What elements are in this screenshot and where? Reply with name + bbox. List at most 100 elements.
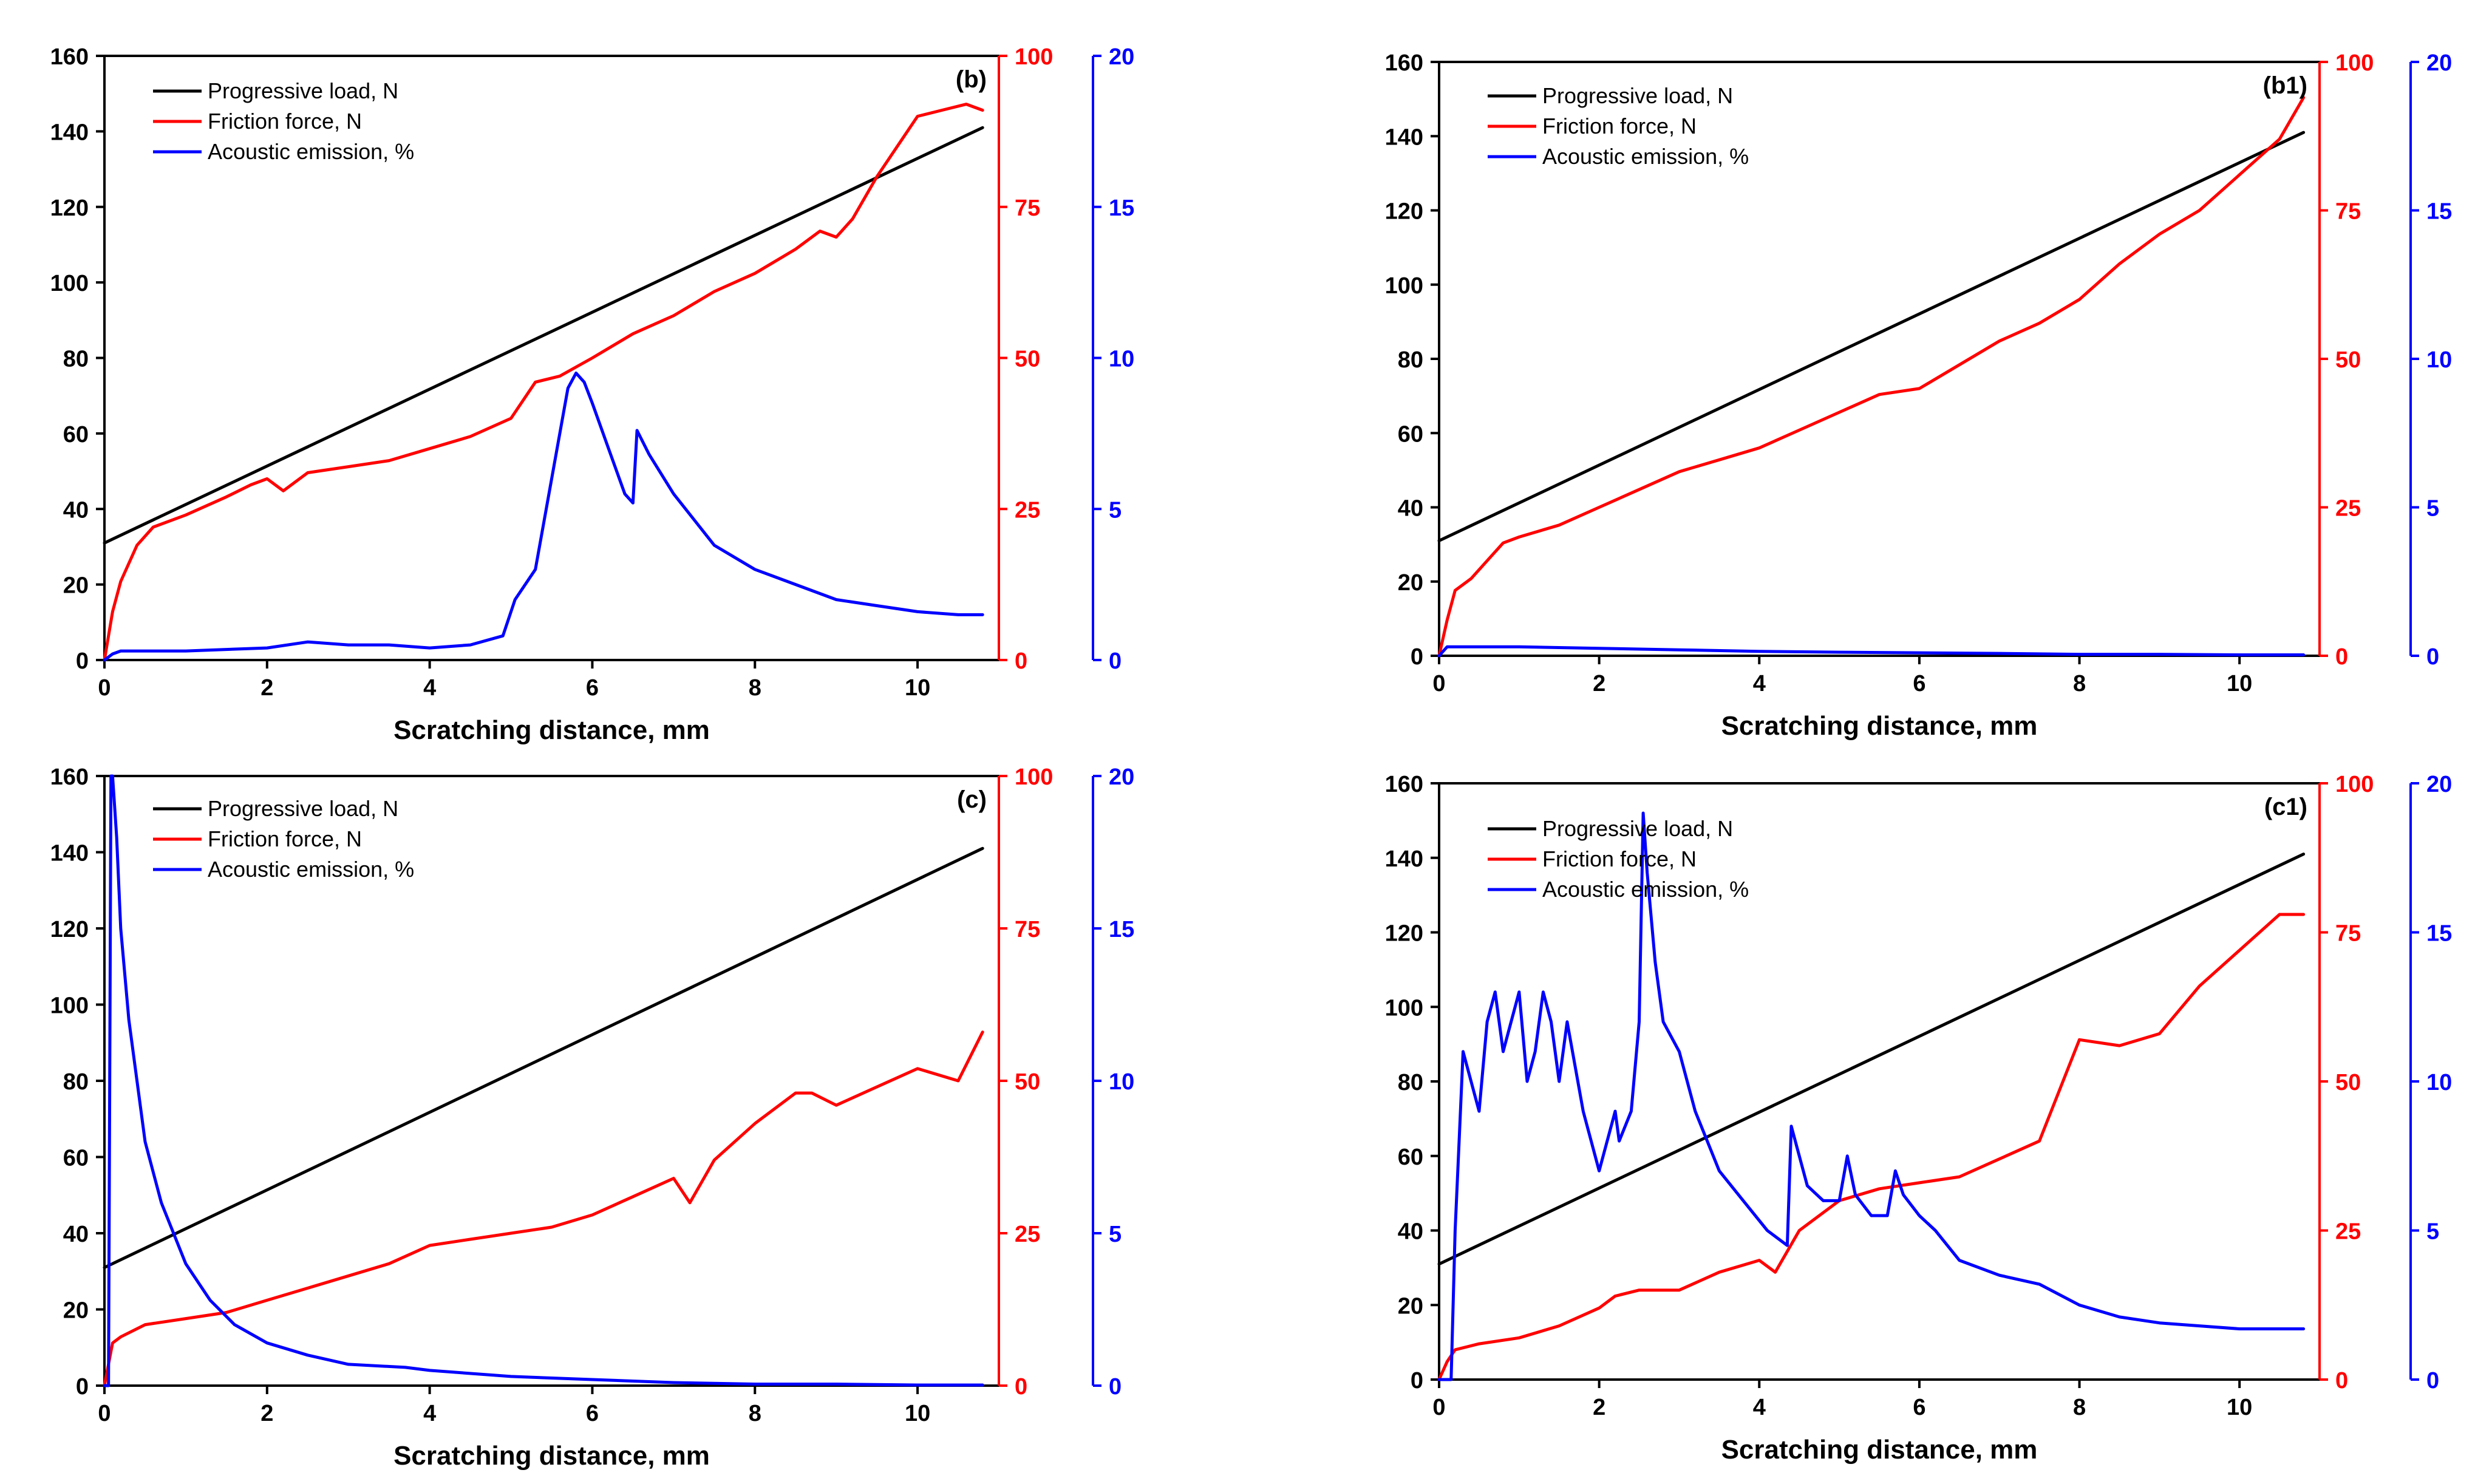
- x-tick-label: 6: [586, 675, 599, 701]
- y-axis-right-acoustic: 0 5 10 15 20: [2409, 50, 2452, 670]
- legend-entry: Progressive load, N: [208, 78, 398, 103]
- y-left-tick-label: 0: [1411, 644, 1423, 670]
- y-left-tick-label: 60: [63, 1146, 89, 1171]
- y-right1-tick-label: 75: [2335, 199, 2361, 225]
- y-right2-tick-label: 0: [1109, 648, 1122, 674]
- x-tick-label: 4: [423, 675, 436, 701]
- acoustic-emission-line: [103, 774, 984, 1387]
- x-tick-label: 4: [423, 1401, 436, 1426]
- y-left-tick-label: 160: [50, 764, 89, 790]
- x-tick-label: 2: [260, 1401, 273, 1426]
- y-right1-tick-label: 100: [1015, 44, 1053, 70]
- y-left-tick-label: 20: [63, 573, 89, 599]
- y-left-tick-label: 60: [1398, 1145, 1423, 1170]
- progressive-load-line: [103, 126, 984, 545]
- x-tick-label: 4: [1753, 1395, 1766, 1420]
- y-axis-right-friction: 0 25 50 75 100: [998, 764, 1053, 1400]
- x-tick-label: 2: [260, 675, 273, 701]
- acoustic-emission-line: [103, 371, 984, 662]
- y-right2-tick-label: 10: [1109, 1069, 1134, 1095]
- x-tick-label: 2: [1593, 671, 1605, 696]
- y-left-tick-label: 120: [1385, 921, 1423, 947]
- y-right1-tick-label: 0: [1015, 1374, 1027, 1400]
- x-axis: 0 2 4 6 8 10 Scratching distance, mm: [98, 1386, 930, 1471]
- x-tick-label: 0: [98, 1401, 111, 1426]
- legend-entry: Progressive load, N: [1542, 816, 1733, 841]
- y-axis-right-acoustic: 0 5 10 15 20: [2409, 772, 2452, 1394]
- y-right2-tick-label: 10: [2426, 1070, 2452, 1095]
- y-left-tick-label: 40: [63, 497, 89, 523]
- y-right1-tick-label: 0: [1015, 648, 1027, 674]
- x-tick-label: 10: [2227, 671, 2252, 696]
- y-left-tick-label: 160: [1385, 50, 1423, 76]
- y-right2-tick-label: 10: [2426, 347, 2452, 373]
- y-right1-tick-label: 100: [2335, 772, 2374, 797]
- legend-entry: Friction force, N: [208, 109, 362, 134]
- y-right2-tick-label: 10: [1109, 347, 1134, 372]
- x-tick-label: 10: [2227, 1395, 2252, 1420]
- y-right2-tick-label: 15: [1109, 917, 1134, 942]
- friction-force-line: [1437, 96, 2306, 658]
- x-tick-label: 10: [905, 675, 930, 701]
- y-left-tick-label: 40: [1398, 496, 1423, 522]
- acoustic-emission-line: [1437, 645, 2306, 658]
- chart-panel-3: 0 2 4 6 8 10 Scratching distance, mm 0 20 40 60 80 1…: [50, 764, 1135, 1471]
- y-right2-tick-label: 15: [1109, 196, 1134, 221]
- acoustic-emission-line: [1437, 811, 2306, 1381]
- x-tick-label: 10: [905, 1401, 930, 1426]
- chart-panel-1: 0 2 4 6 8 10 Scratching distance, mm 0 20 40 60 80 1…: [50, 44, 1135, 745]
- x-tick-label: 0: [1432, 1395, 1445, 1420]
- y-left-tick-label: 160: [50, 44, 89, 70]
- y-axis-right-friction: 0 25 50 75 100: [998, 44, 1053, 674]
- y-right2-tick-label: 5: [2426, 496, 2439, 522]
- y-left-tick-label: 100: [1385, 995, 1423, 1021]
- y-left-tick-label: 40: [63, 1222, 89, 1247]
- y-left-tick-label: 20: [1398, 1293, 1423, 1319]
- legend-entry: Friction force, N: [208, 826, 362, 851]
- y-left-tick-label: 160: [1385, 772, 1423, 797]
- progressive-load-line: [1437, 131, 2306, 542]
- y-left-tick-label: 0: [1411, 1368, 1423, 1394]
- legend: Progressive load, N Friction force, N Acou…: [1488, 816, 1749, 902]
- y-left-tick-label: 80: [1398, 347, 1423, 373]
- x-tick-label: 6: [586, 1401, 599, 1426]
- x-axis: 0 2 4 6 8 10 Scratching distance, mm: [98, 660, 930, 745]
- y-right2-tick-label: 15: [2426, 921, 2452, 947]
- y-right2-tick-label: 5: [1109, 497, 1122, 523]
- y-left-tick-label: 80: [63, 347, 89, 372]
- x-tick-label: 8: [749, 675, 761, 701]
- y-left-tick-label: 100: [50, 271, 89, 296]
- y-left-tick-label: 0: [76, 1374, 89, 1400]
- y-right2-tick-label: 0: [2426, 644, 2439, 670]
- y-axis-left: 0 20 40 60 80 100 120 140 160: [50, 764, 104, 1400]
- legend-entry: Acoustic emission, %: [1542, 877, 1749, 902]
- y-right1-tick-label: 25: [1015, 497, 1040, 523]
- y-left-tick-label: 60: [63, 422, 89, 448]
- y-left-tick-label: 20: [1398, 570, 1423, 596]
- y-left-tick-label: 120: [1385, 199, 1423, 225]
- y-right1-tick-label: 75: [2335, 921, 2361, 947]
- y-right1-tick-label: 100: [1015, 764, 1053, 790]
- y-right1-tick-label: 75: [1015, 917, 1040, 942]
- progressive-load-line: [103, 846, 984, 1269]
- y-right1-tick-label: 50: [1015, 347, 1040, 372]
- y-left-tick-label: 60: [1398, 421, 1423, 447]
- legend: Progressive load, N Friction force, N Acou…: [1488, 83, 1749, 169]
- y-left-tick-label: 120: [50, 196, 89, 221]
- y-right2-tick-label: 5: [2426, 1219, 2439, 1245]
- y-axis-left: 0 20 40 60 80 100 120 140 160: [1385, 772, 1439, 1394]
- y-left-tick-label: 140: [50, 841, 89, 866]
- y-right2-tick-label: 0: [2426, 1368, 2439, 1394]
- legend-entry: Acoustic emission, %: [208, 139, 414, 164]
- y-right2-tick-label: 0: [1109, 1374, 1122, 1400]
- x-axis: 0 2 4 6 8 10 Scratching distance, mm: [1432, 1380, 2252, 1465]
- y-left-tick-label: 140: [1385, 846, 1423, 872]
- y-right1-tick-label: 50: [2335, 347, 2361, 373]
- legend-entry: Progressive load, N: [208, 796, 398, 821]
- x-tick-label: 6: [1913, 1395, 1925, 1420]
- panel-label: (c): [957, 786, 987, 813]
- x-axis-label: Scratching distance, mm: [393, 1441, 710, 1471]
- chart-panel-4: 0 2 4 6 8 10 Scratching distance, mm 0 20 40 60 80 1…: [1385, 772, 2453, 1465]
- panel-label: (b): [956, 66, 987, 93]
- y-left-tick-label: 80: [63, 1069, 89, 1095]
